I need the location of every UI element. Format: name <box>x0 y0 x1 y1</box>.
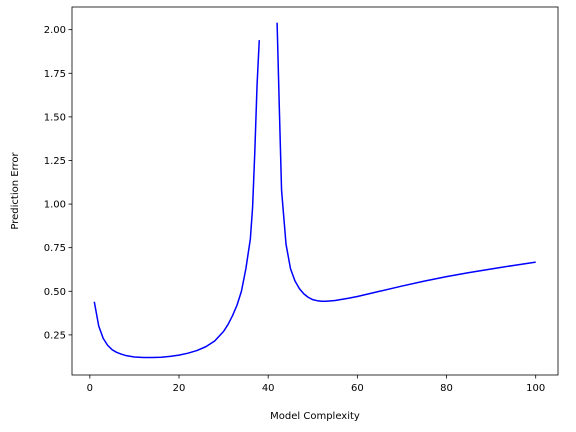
y-tick-label: 2.00 <box>44 25 66 36</box>
plot-frame <box>71 6 559 376</box>
y-axis-label: Prediction Error <box>10 151 21 229</box>
x-tick-label: 20 <box>173 383 186 394</box>
x-tick-label: 100 <box>526 383 545 394</box>
y-tick-label: 1.50 <box>44 112 66 123</box>
x-tick-label: 80 <box>440 383 453 394</box>
y-tick-label: 1.00 <box>44 200 66 211</box>
y-tick-label: 0.25 <box>44 330 66 341</box>
x-axis-label: Model Complexity <box>270 411 360 422</box>
series-line-segment-2 <box>276 22 536 302</box>
series-layer <box>93 22 536 359</box>
y-tick-label: 1.75 <box>44 69 66 80</box>
y-tick-label: 1.25 <box>44 156 66 167</box>
y-axis-ticks: 0.25 0.50 0.75 1.00 1.25 1.50 1.75 2.00 <box>44 25 72 341</box>
plot-area <box>72 7 558 375</box>
y-tick-label: 0.50 <box>44 287 66 298</box>
x-axis-ticks: 0 20 40 60 80 100 <box>87 375 545 394</box>
x-tick-label: 0 <box>87 383 93 394</box>
x-tick-label: 40 <box>262 383 275 394</box>
y-tick-label: 0.75 <box>44 243 66 254</box>
x-tick-label: 60 <box>351 383 364 394</box>
series-line-segment-1 <box>93 40 261 359</box>
